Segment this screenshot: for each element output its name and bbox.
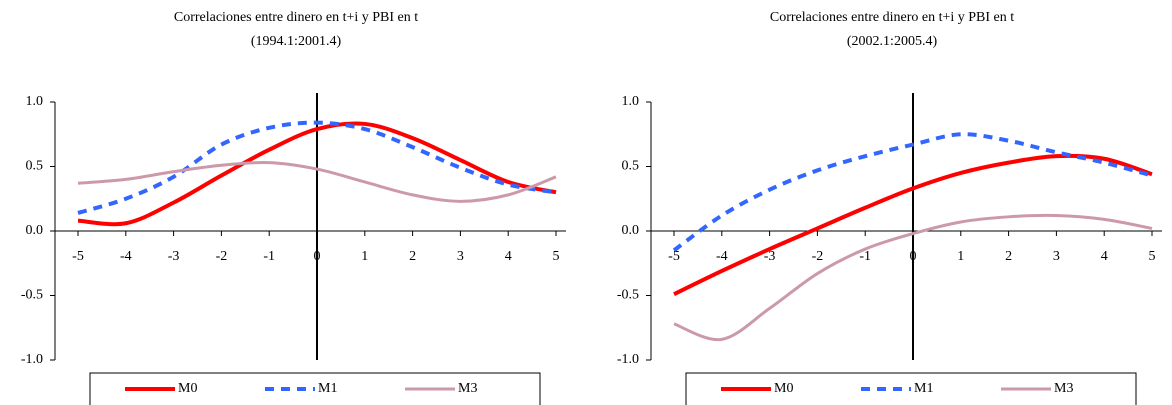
y-tick-label: -1.0 [21,352,43,367]
x-tick-label: -4 [716,249,728,264]
legend-label: M1 [318,381,337,396]
x-tick-label: -4 [120,249,132,264]
x-tick-label: -1 [263,249,275,264]
x-tick-label: 4 [505,249,512,264]
x-tick-label: -3 [764,249,776,264]
y-tick-label: 0.0 [622,223,640,238]
legend-label: M0 [178,381,197,396]
series-line [672,132,1153,252]
x-tick-label: 5 [1149,249,1156,264]
legend-label: M0 [774,381,793,396]
y-tick-label: -0.5 [617,288,639,303]
legend-label: M3 [1054,381,1073,396]
series-line [77,120,557,215]
chart-title: Correlaciones entre dinero en t+i y PBI … [770,10,1014,25]
x-tick-label: -3 [168,249,180,264]
x-tick-label: -2 [812,249,824,264]
y-tick-label: 0.5 [26,159,44,174]
x-tick-label: 5 [553,249,560,264]
y-tick-label: 1.0 [622,94,640,109]
series-line [673,213,1153,342]
x-tick-label: 4 [1101,249,1108,264]
series-line [673,153,1153,297]
x-tick-label: 3 [1053,249,1060,264]
x-tick-label: -1 [859,249,871,264]
chart-title: Correlaciones entre dinero en t+i y PBI … [174,10,418,25]
y-tick-label: -0.5 [21,288,43,303]
legend-label: M1 [914,381,933,396]
x-tick-label: -2 [216,249,228,264]
legend-label: M3 [458,381,477,396]
y-tick-label: 0.0 [26,223,44,238]
series-line [77,121,557,227]
x-tick-label: 2 [409,249,416,264]
x-tick-label: -5 [72,249,84,264]
y-tick-label: 1.0 [26,94,44,109]
x-tick-label: 1 [957,249,964,264]
y-tick-label: -1.0 [617,352,639,367]
chart-subtitle: (1994.1:2001.4) [251,34,342,49]
x-tick-label: 2 [1005,249,1012,264]
x-tick-label: -5 [668,249,680,264]
chart-subtitle: (2002.1:2005.4) [847,34,938,49]
x-tick-label: 1 [361,249,368,264]
x-tick-label: 3 [457,249,464,264]
series-line [77,160,557,203]
y-tick-label: 0.5 [622,159,640,174]
